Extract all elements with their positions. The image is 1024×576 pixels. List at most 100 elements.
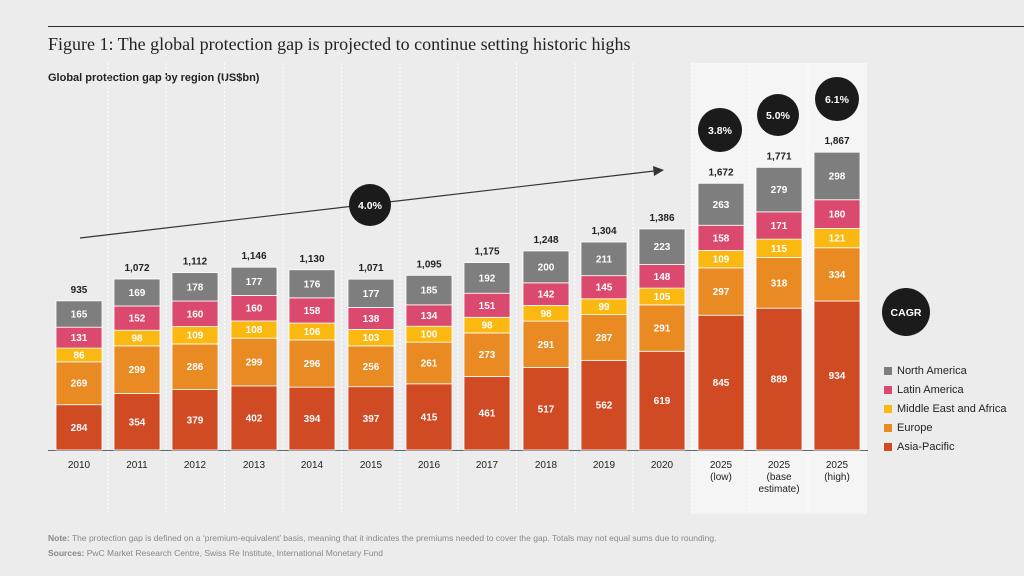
segment-value-label: 98 <box>540 309 552 320</box>
bar-segment-asia-pacific <box>55 404 103 451</box>
legend-item-north-america: North America <box>884 361 1006 380</box>
bar-segment-europe <box>522 320 570 368</box>
segment-value-label: 106 <box>304 327 321 338</box>
cagr-value-label: 3.8% <box>708 125 733 137</box>
segment-value-label: 379 <box>187 415 204 426</box>
segment-value-label: 109 <box>187 331 204 342</box>
bar-segment-north-america <box>171 272 219 302</box>
segment-value-label: 286 <box>187 362 204 373</box>
sources-label: Sources: <box>48 548 85 558</box>
category-label: 2019 <box>593 460 616 471</box>
segment-value-label: 98 <box>131 334 143 345</box>
category-label: 2011 <box>126 460 148 471</box>
segment-value-label: 171 <box>771 221 788 232</box>
bar-segment-europe <box>697 267 745 316</box>
segment-value-label: 108 <box>246 325 263 336</box>
top-rule <box>48 26 1024 27</box>
cagr-bubble <box>757 94 799 136</box>
category-label: (base <box>766 472 791 483</box>
segment-value-label: 115 <box>771 244 788 255</box>
bar-segment-europe <box>113 345 161 394</box>
sources-text: PwC Market Research Centre, Swiss Re Ins… <box>84 548 383 558</box>
segment-value-label: 296 <box>304 359 321 370</box>
bar-segment-north-america <box>463 262 511 294</box>
segment-value-label: 192 <box>479 273 496 284</box>
bar-total-label: 1,146 <box>241 251 266 262</box>
segment-value-label: 180 <box>829 210 846 221</box>
segment-value-label: 461 <box>479 409 496 420</box>
segment-value-label: 394 <box>304 414 321 425</box>
segment-value-label: 287 <box>596 333 613 344</box>
segment-value-label: 845 <box>713 378 730 389</box>
bar-segment-europe <box>288 339 336 388</box>
cagr-value-label: 6.1% <box>825 94 850 106</box>
bar-segment-north-america <box>522 250 570 284</box>
bar-segment-north-america <box>638 228 686 265</box>
category-label: 2016 <box>418 460 441 471</box>
cagr-bubble <box>815 77 859 121</box>
segment-value-label: 160 <box>246 304 263 315</box>
bar-total-label: 1,771 <box>766 151 791 162</box>
bar-segment-asia-pacific <box>580 359 628 451</box>
category-label: 2013 <box>243 460 266 471</box>
bar-segment-latin-america <box>755 211 803 240</box>
category-label: estimate) <box>758 484 799 495</box>
bar-segment-north-america <box>55 300 103 328</box>
chart-subtitle: Global protection gap by region (US$bn) <box>48 72 260 84</box>
segment-value-label: 165 <box>71 310 88 321</box>
category-label: (high) <box>824 472 850 483</box>
segment-value-label: 619 <box>654 396 671 407</box>
footnote: Note: The protection gap is defined on a… <box>48 533 716 543</box>
category-label: 2025 <box>768 460 791 471</box>
segment-value-label: 291 <box>538 340 555 351</box>
bar-segment-north-america <box>813 151 861 201</box>
cagr-value-label: 5.0% <box>766 110 791 122</box>
segment-value-label: 297 <box>713 287 730 298</box>
legend: North America Latin America Middle East … <box>884 361 1006 457</box>
category-label: 2014 <box>301 460 324 471</box>
bar-segment-asia-pacific <box>697 314 745 451</box>
bar-total-label: 1,112 <box>183 257 208 268</box>
legend-label: Europe <box>897 422 933 435</box>
legend-label: Asia-Pacific <box>897 441 955 454</box>
segment-value-label: 889 <box>771 375 788 386</box>
segment-value-label: 279 <box>771 185 788 196</box>
bar-segment-asia-pacific <box>171 389 219 451</box>
segment-value-label: 397 <box>363 414 380 425</box>
category-label: 2012 <box>184 460 207 471</box>
category-label: 2015 <box>360 460 383 471</box>
bar-segment-asia-pacific <box>288 386 336 451</box>
bar-segment-europe <box>171 343 219 390</box>
segment-value-label: 211 <box>596 254 613 265</box>
segment-value-label: 100 <box>421 330 438 341</box>
note-label: Note: <box>48 533 70 543</box>
legend-swatch-north-america <box>884 366 892 375</box>
legend-item-latin-america: Latin America <box>884 380 1006 399</box>
segment-value-label: 134 <box>421 311 438 322</box>
sources: Sources: PwC Market Research Centre, Swi… <box>48 548 383 558</box>
legend-label: North America <box>897 364 967 377</box>
segment-value-label: 177 <box>363 289 380 300</box>
segment-value-label: 103 <box>363 333 380 344</box>
category-label: 2018 <box>535 460 558 471</box>
segment-value-label: 148 <box>654 272 671 283</box>
legend-cagr-bubble <box>882 288 930 336</box>
bar-segment-asia-pacific <box>522 367 570 451</box>
bar-segment-north-america <box>230 266 278 296</box>
legend-item-mea: Middle East and Africa <box>884 399 1006 418</box>
bar-segment-asia-pacific <box>347 386 395 451</box>
legend-label: Middle East and Africa <box>897 402 1007 415</box>
bar-segment-latin-america <box>697 224 745 251</box>
segment-value-label: 298 <box>829 171 846 182</box>
segment-value-label: 263 <box>713 200 730 211</box>
segment-value-label: 284 <box>71 423 88 434</box>
bar-segment-north-america <box>755 166 803 213</box>
bar-segment-asia-pacific <box>405 383 453 451</box>
segment-value-label: 934 <box>829 371 846 382</box>
segment-value-label: 105 <box>654 292 671 303</box>
bar-segment-europe <box>347 345 395 388</box>
segment-value-label: 121 <box>829 234 846 245</box>
legend-swatch-europe <box>884 424 892 433</box>
legend-cagr-label: CAGR <box>891 307 922 319</box>
segment-value-label: 138 <box>363 314 380 325</box>
